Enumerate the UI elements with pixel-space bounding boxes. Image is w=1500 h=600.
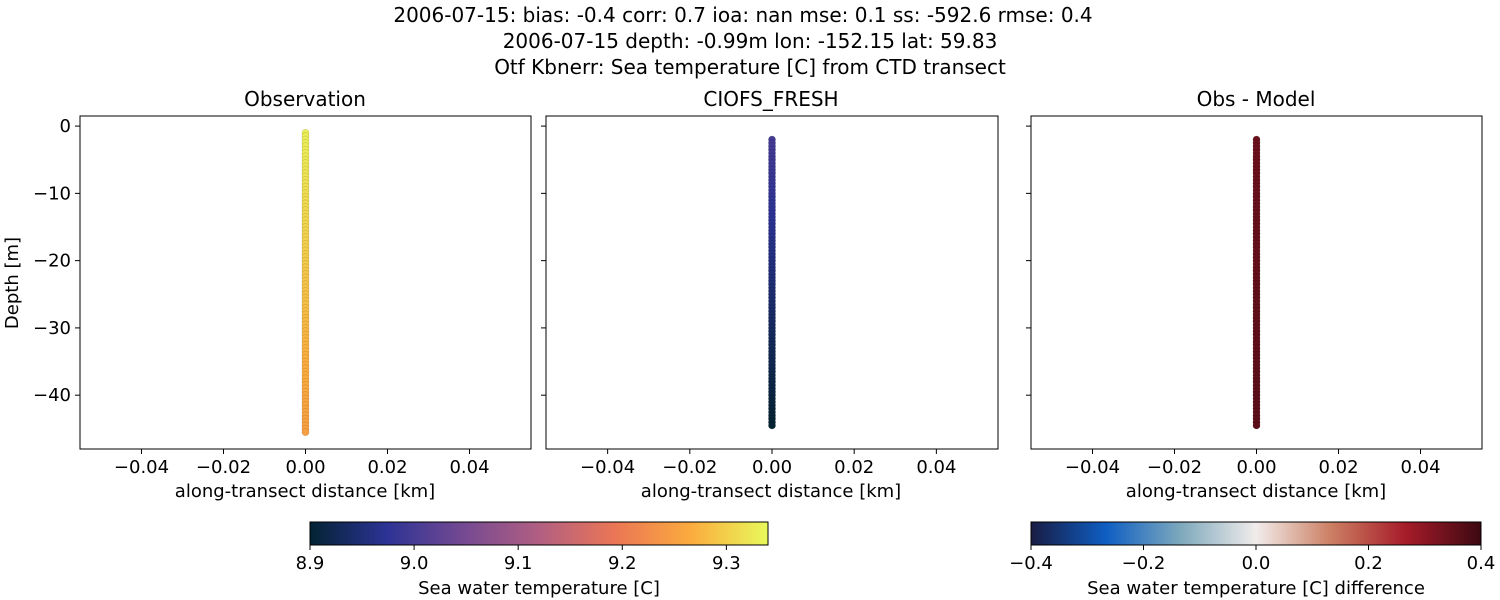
x-tick-label: 0.04	[1400, 457, 1440, 478]
x-tick-label: −0.04	[114, 457, 169, 478]
colorbar-ticks: −0.4 −0.2 0.0 0.2 0.4	[1009, 545, 1495, 574]
data-points	[301, 129, 310, 436]
colorbar-label: Sea water temperature [C]	[418, 578, 660, 599]
x-tick-label: −0.02	[196, 457, 251, 478]
x-tick-label: 0.04	[916, 457, 956, 478]
colorbar-tick-label: −0.2	[1122, 553, 1166, 574]
panel-difference: Obs - Model −0.04 −0.02 0.00 0.02 0.04 along…	[1026, 87, 1483, 502]
x-axis: −0.04 −0.02 0.00 0.02 0.04	[114, 449, 490, 478]
colorbar-tick-label: 8.9	[296, 553, 325, 574]
title-line-3: Otf Kbnerr: Sea temperature [C] from CTD…	[494, 55, 1006, 79]
title-line-2: 2006-07-15 depth: -0.99m lon: -152.15 la…	[503, 29, 998, 53]
y-tick-label: 0	[60, 116, 71, 137]
colorbar-tick-label: 9.3	[712, 553, 741, 574]
panel-model: CIOFS_FRESH −0.04 −0.02 0.00 0.02 0.04 along…	[541, 87, 999, 502]
x-tick-label: 0.00	[1236, 457, 1276, 478]
data-point	[301, 428, 310, 436]
x-axis-label: along-transect distance [km]	[1126, 481, 1386, 502]
colorbar-tick-label: 9.2	[608, 553, 637, 574]
panel-title: Observation	[244, 87, 366, 111]
data-point	[1252, 421, 1261, 430]
data-points	[768, 135, 776, 430]
x-tick-label: −0.04	[1065, 457, 1120, 478]
x-tick-label: −0.04	[580, 457, 635, 478]
colorbar-tick-label: 9.0	[400, 553, 429, 574]
colorbar-gradient	[309, 521, 769, 546]
x-tick-label: −0.02	[1147, 457, 1202, 478]
x-tick-label: 0.00	[752, 457, 792, 478]
y-axis: 0 −10 −20 −30 −40	[33, 116, 80, 406]
y-tick-label: −20	[33, 251, 71, 272]
x-axis: −0.04 −0.02 0.00 0.02 0.04	[1065, 449, 1441, 478]
panel-title: Obs - Model	[1197, 87, 1316, 111]
x-axis-label: along-transect distance [km]	[641, 481, 901, 502]
colorbar-tick-label: 0.2	[1354, 553, 1383, 574]
title-line-1: 2006-07-15: bias: -0.4 corr: 0.7 ioa: na…	[393, 3, 1092, 27]
panel-observation: Observation −0.04 −0.02 0.00 0.02 0.04 0 −10 −…	[2, 87, 532, 502]
x-axis: −0.04 −0.02 0.00 0.02 0.04	[580, 449, 956, 478]
figure-title: 2006-07-15: bias: -0.4 corr: 0.7 ioa: na…	[393, 3, 1092, 79]
colorbar-gradient	[1030, 521, 1482, 546]
data-points	[1252, 135, 1261, 430]
x-tick-label: 0.02	[367, 457, 407, 478]
colorbar-tick-label: 0.0	[1242, 553, 1271, 574]
colorbar-tick-label: 0.4	[1467, 553, 1496, 574]
x-tick-label: 0.02	[834, 457, 874, 478]
colorbar-ticks: 8.9 9.0 9.1 9.2 9.3	[296, 545, 741, 574]
x-tick-label: 0.00	[285, 457, 325, 478]
panel-title: CIOFS_FRESH	[703, 87, 838, 111]
y-axis	[541, 125, 546, 396]
y-axis	[1026, 125, 1031, 396]
x-tick-label: 0.04	[449, 457, 489, 478]
x-axis-label: along-transect distance [km]	[175, 481, 435, 502]
colorbar-temperature: 8.9 9.0 9.1 9.2 9.3 Sea water temperature [C…	[296, 521, 769, 599]
colorbar-tick-label: −0.4	[1009, 553, 1053, 574]
colorbar-tick-label: 9.1	[504, 553, 533, 574]
colorbar-label: Sea water temperature [C] difference	[1087, 578, 1425, 599]
y-tick-label: −40	[33, 385, 71, 406]
y-axis-label: Depth [m]	[2, 237, 23, 329]
x-tick-label: 0.02	[1318, 457, 1358, 478]
y-tick-label: −10	[33, 183, 71, 204]
data-point	[768, 421, 776, 430]
x-tick-label: −0.02	[662, 457, 717, 478]
colorbar-difference: −0.4 −0.2 0.0 0.2 0.4 Sea water temperature …	[1009, 521, 1495, 599]
y-tick-label: −30	[33, 318, 71, 339]
